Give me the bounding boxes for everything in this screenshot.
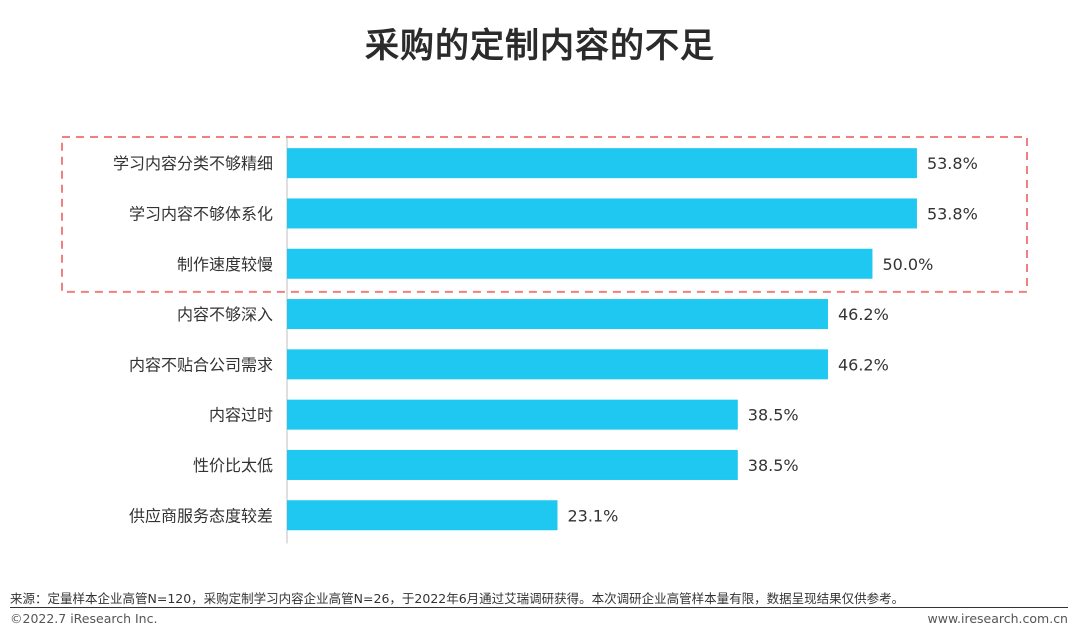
highlight-box bbox=[61, 136, 1028, 293]
bar bbox=[287, 449, 738, 480]
category-label: 内容不贴合公司需求 bbox=[129, 355, 273, 374]
footer-divider bbox=[10, 607, 1068, 608]
category-label: 内容过时 bbox=[209, 406, 273, 425]
value-label: 50.0% bbox=[882, 255, 933, 274]
category-label: 供应商服务态度较差 bbox=[129, 506, 273, 525]
category-label: 学习内容分类不够精细 bbox=[113, 154, 273, 173]
bar bbox=[287, 500, 558, 531]
source-note: 来源：定量样本企业高管N=120，采购定制学习内容企业高管N=26，于2022年… bbox=[10, 591, 905, 606]
bar bbox=[287, 148, 917, 179]
category-label: 学习内容不够体系化 bbox=[129, 204, 273, 223]
value-label: 53.8% bbox=[927, 154, 978, 173]
category-label: 性价比太低 bbox=[193, 456, 273, 475]
website-url: www.iresearch.com.cn bbox=[927, 611, 1069, 626]
value-label: 46.2% bbox=[838, 355, 889, 374]
value-label: 23.1% bbox=[567, 506, 618, 525]
chart-title: 采购的定制内容的不足 bbox=[365, 26, 715, 66]
bar bbox=[287, 248, 873, 279]
bar bbox=[287, 349, 828, 380]
value-label: 53.8% bbox=[927, 204, 978, 223]
value-label: 46.2% bbox=[838, 305, 889, 324]
value-label: 38.5% bbox=[748, 406, 799, 425]
category-label: 内容不够深入 bbox=[177, 305, 273, 324]
bar bbox=[287, 299, 828, 330]
bar-chart: 学习内容分类不够精细 53.8% 学习内容不够体系化 53.8% 制作速度较慢 50.0%… bbox=[61, 136, 1028, 544]
value-label: 38.5% bbox=[748, 456, 799, 475]
bar bbox=[287, 198, 917, 229]
category-label: 制作速度较慢 bbox=[177, 255, 273, 274]
copyright: ©2022.7 iResearch Inc. bbox=[10, 611, 158, 626]
bar bbox=[287, 399, 738, 430]
